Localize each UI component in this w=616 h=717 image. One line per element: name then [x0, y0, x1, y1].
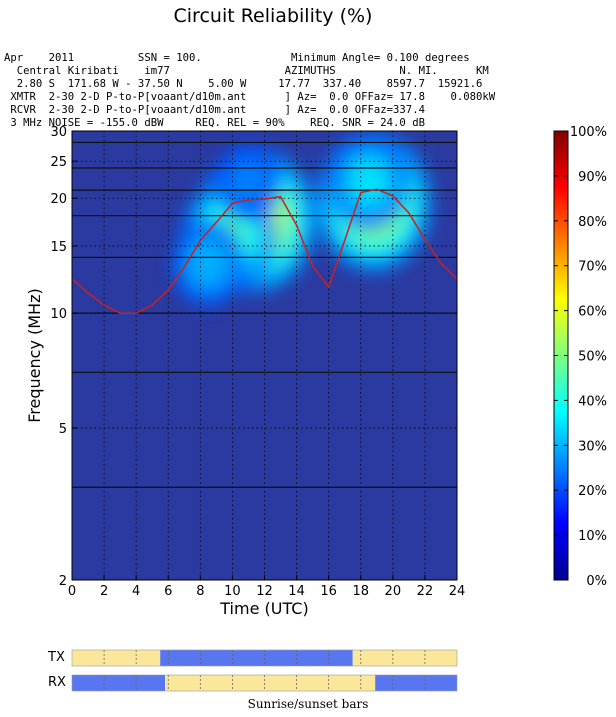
header-line-date: Apr 2011 SSN = 100. Minimum Angle= 0.100… [4, 52, 470, 64]
colorbar-label-6: 60% [578, 305, 607, 320]
header-line-xmtr: XMTR 2-30 2-D P-to-P[voaant/d10m.ant ] A… [4, 91, 496, 103]
x-tick-label-12: 12 [256, 584, 273, 599]
rx-sunbar-segment-2 [375, 675, 457, 691]
header-line-noise: 3 MHz NOISE = -155.0 dBW REQ. REL = 90% … [4, 117, 425, 129]
colorbar-label-3: 30% [578, 439, 607, 454]
colorbar-label-5: 50% [578, 350, 607, 365]
colorbar-label-2: 20% [578, 484, 607, 499]
muf-line [72, 188, 457, 314]
reliability-blobs [172, 132, 433, 307]
y-tick-label-5: 5 [59, 422, 67, 437]
x-tick-label-14: 14 [288, 584, 305, 599]
reliability-blob-2-ring-5 [190, 242, 227, 284]
x-tick-label-20: 20 [385, 584, 402, 599]
sunbars-caption: Sunrise/sunset bars [247, 697, 369, 711]
rx-sunbar-segment-0 [72, 675, 166, 691]
colorbar-label-8: 80% [578, 215, 607, 230]
colorbar-label-4: 40% [578, 394, 607, 409]
y-tick-label-20: 20 [50, 192, 67, 207]
y-tick-label-15: 15 [50, 240, 67, 255]
colorbar-label-0: 0% [586, 574, 607, 589]
x-tick-label-0: 0 [68, 584, 76, 599]
reliability-blob-3-ring-5 [231, 162, 266, 203]
y-tick-label-10: 10 [50, 307, 67, 322]
header-line-rcvr: RCVR 2-30 2-D P-to-P[voaant/d10m.ant ] A… [4, 104, 425, 116]
colorbar-label-1: 10% [578, 529, 607, 544]
rx-bar-label: RX [48, 675, 66, 690]
tx-sunbar [71, 649, 458, 667]
colorbar-label-9: 90% [578, 170, 607, 185]
x-tick-label-4: 4 [132, 584, 140, 599]
chart-title: Circuit Reliability (%) [173, 5, 373, 27]
colorbar-label-10: 100% [570, 125, 607, 140]
tx-sunbar-segment-2 [352, 650, 457, 666]
x-tick-label-16: 16 [320, 584, 337, 599]
rx-sunbar-frame [71, 674, 458, 692]
tx-sunbar-frame [71, 649, 458, 667]
tx-sunbar-segment-0 [72, 650, 161, 666]
x-tick-label-10: 10 [224, 584, 241, 599]
rx-sunbar [71, 674, 458, 692]
rx-sunbar-segment-1 [165, 675, 376, 691]
tx-bar-label: TX [48, 650, 65, 665]
x-tick-label-22: 22 [417, 584, 434, 599]
x-tick-label-2: 2 [100, 584, 108, 599]
x-tick-label-6: 6 [164, 584, 172, 599]
y-tick-label-25: 25 [50, 155, 67, 170]
colorbar-label-7: 70% [578, 260, 607, 275]
y-tick-label-30: 30 [50, 125, 67, 140]
y-axis-label: Frequency (MHz) [25, 288, 44, 422]
y-tick-label-2: 2 [59, 574, 67, 589]
tx-sunbar-segment-1 [160, 650, 353, 666]
reliability-blob-5-ring-5 [350, 161, 388, 204]
x-tick-label-18: 18 [352, 584, 369, 599]
x-axis-label: Time (UTC) [219, 599, 308, 618]
header-line-sites: Central Kiribati im77 AZIMUTHS N. MI. KM [4, 65, 489, 77]
header-line-coords: 2.80 S 171.68 W - 37.50 N 5.00 W 17.77 3… [4, 78, 483, 90]
x-tick-label-24: 24 [449, 584, 466, 599]
x-tick-label-8: 8 [196, 584, 204, 599]
